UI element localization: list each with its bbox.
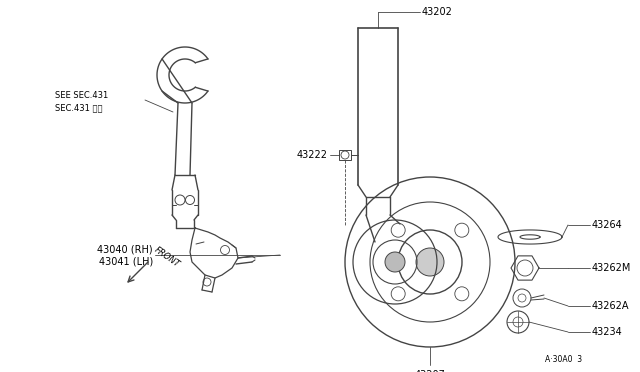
Text: 43041 (LH): 43041 (LH) bbox=[99, 257, 153, 267]
Text: SEE SEC.431: SEE SEC.431 bbox=[55, 90, 108, 99]
Text: 43264: 43264 bbox=[592, 220, 623, 230]
Text: FRONT: FRONT bbox=[153, 245, 182, 269]
Circle shape bbox=[416, 248, 444, 276]
Text: 43040 (RH): 43040 (RH) bbox=[97, 245, 153, 255]
Text: SEC.431 参照: SEC.431 参照 bbox=[55, 103, 102, 112]
Text: 43262M: 43262M bbox=[592, 263, 632, 273]
Text: A·30A0  3: A·30A0 3 bbox=[545, 356, 582, 365]
Circle shape bbox=[385, 252, 405, 272]
Text: 43234: 43234 bbox=[592, 327, 623, 337]
Text: 43207: 43207 bbox=[415, 370, 445, 372]
Text: 43222: 43222 bbox=[297, 150, 328, 160]
Bar bbox=[339, 150, 351, 160]
Text: 43262A: 43262A bbox=[592, 301, 630, 311]
Text: 43202: 43202 bbox=[422, 7, 453, 17]
